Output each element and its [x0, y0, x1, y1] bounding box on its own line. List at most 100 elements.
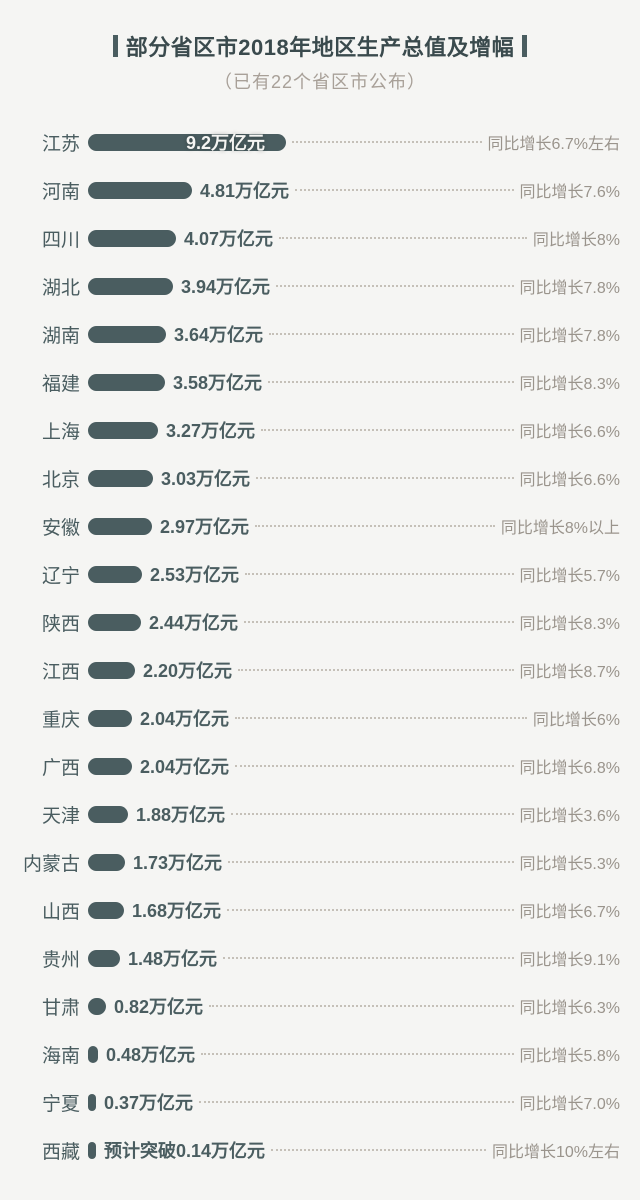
dotted-leader	[279, 237, 527, 239]
province-label: 福建	[20, 369, 88, 396]
bar-area	[88, 406, 158, 454]
gdp-value: 2.04万亿元	[132, 705, 229, 731]
gdp-bar	[88, 806, 128, 823]
gdp-bar	[88, 566, 142, 583]
gdp-value: 2.53万亿元	[142, 561, 239, 587]
dotted-leader	[209, 1005, 513, 1007]
province-label: 甘肃	[20, 993, 88, 1020]
chart-row: 湖南3.64万亿元同比增长7.8%	[20, 310, 620, 358]
province-label: 贵州	[20, 945, 88, 972]
province-label: 辽宁	[20, 561, 88, 588]
gdp-bar	[88, 518, 152, 535]
growth-label: 同比增长10%左右	[492, 1138, 620, 1162]
gdp-value: 1.73万亿元	[125, 849, 222, 875]
dotted-leader	[223, 957, 513, 959]
dotted-leader	[271, 1149, 486, 1151]
bar-area	[88, 1030, 98, 1078]
dotted-leader	[292, 141, 482, 143]
growth-label: 同比增长6.7%左右	[488, 130, 620, 154]
bar-area	[88, 742, 132, 790]
growth-label: 同比增长5.3%	[520, 850, 620, 874]
province-label: 广西	[20, 753, 88, 780]
bar-area	[88, 310, 166, 358]
province-label: 四川	[20, 225, 88, 252]
growth-label: 同比增长6%	[533, 706, 620, 730]
chart-row: 甘肃 0.82万亿元 同比增长6.3%	[20, 982, 620, 1030]
province-label: 山西	[20, 897, 88, 924]
bar-area	[88, 358, 165, 406]
chart-row: 湖北3.94万亿元同比增长7.8%	[20, 262, 620, 310]
bar-area	[88, 550, 142, 598]
chart-row: 山西1.68万亿元同比增长6.7%	[20, 886, 620, 934]
growth-label: 同比增长7.8%	[520, 274, 620, 298]
gdp-value: 2.20万亿元	[135, 657, 232, 683]
dotted-leader	[245, 573, 513, 575]
gdp-value: 3.27万亿元	[158, 417, 255, 443]
province-label: 河南	[20, 177, 88, 204]
province-label: 湖北	[20, 273, 88, 300]
province-label: 北京	[20, 465, 88, 492]
gdp-bar	[88, 230, 176, 247]
gdp-value: 2.44万亿元	[141, 609, 238, 635]
province-label: 陕西	[20, 609, 88, 636]
dotted-leader	[268, 381, 513, 383]
gdp-bar	[88, 1142, 96, 1159]
dotted-leader	[199, 1101, 513, 1103]
gdp-value: 2.97万亿元	[152, 513, 249, 539]
gdp-value: 0.82万亿元	[106, 993, 203, 1019]
gdp-bar	[88, 662, 135, 679]
chart-row: 福建3.58万亿元同比增长8.3%	[20, 358, 620, 406]
gdp-value: 4.81万亿元	[192, 177, 289, 203]
chart-row: 四川4.07万亿元同比增长8%	[20, 214, 620, 262]
dotted-leader	[255, 525, 495, 527]
growth-label: 同比增长9.1%	[520, 946, 620, 970]
dotted-leader	[269, 333, 513, 335]
gdp-bar	[88, 1094, 96, 1111]
bar-area	[88, 646, 135, 694]
chart-row: 广西2.04万亿元同比增长6.8%	[20, 742, 620, 790]
dotted-leader	[244, 621, 513, 623]
dotted-leader	[227, 909, 513, 911]
gdp-bar	[88, 278, 173, 295]
chart-row: 海南0.48万亿元同比增长5.8%	[20, 1030, 620, 1078]
growth-label: 同比增长7.0%	[520, 1090, 620, 1114]
bar-area	[88, 1126, 96, 1174]
growth-label: 同比增长8.7%	[520, 658, 620, 682]
chart-row: 安徽2.97万亿元同比增长8%以上	[20, 502, 620, 550]
dotted-leader	[201, 1053, 513, 1055]
chart-row: 贵州1.48万亿元同比增长9.1%	[20, 934, 620, 982]
gdp-value: 1.68万亿元	[124, 897, 221, 923]
gdp-bar-chart: 江苏9.2万亿元同比增长6.7%左右河南4.81万亿元同比增长7.6%四川4.0…	[20, 118, 620, 1174]
bar-area	[88, 262, 173, 310]
bar-area: 9.2万亿元	[88, 118, 286, 166]
gdp-bar	[88, 470, 153, 487]
growth-label: 同比增长6.6%	[520, 418, 620, 442]
province-label: 安徽	[20, 513, 88, 540]
gdp-bar	[88, 998, 106, 1015]
dotted-leader	[235, 765, 513, 767]
chart-header: 部分省区市2018年地区生产总值及增幅 （已有22个省区市公布）	[20, 30, 620, 94]
gdp-bar	[88, 710, 132, 727]
chart-row: 宁夏0.37万亿元同比增长7.0%	[20, 1078, 620, 1126]
bar-area	[88, 454, 153, 502]
gdp-value: 0.48万亿元	[98, 1041, 195, 1067]
dotted-leader	[235, 717, 527, 719]
dotted-leader	[256, 477, 513, 479]
title-row: 部分省区市2018年地区生产总值及增幅	[20, 30, 620, 62]
growth-label: 同比增长7.8%	[520, 322, 620, 346]
growth-label: 同比增长3.6%	[520, 802, 620, 826]
province-label: 宁夏	[20, 1089, 88, 1116]
title-accent-right	[522, 35, 527, 57]
gdp-bar	[88, 326, 166, 343]
chart-row: 江西 2.20万亿元 同比增长8.7%	[20, 646, 620, 694]
province-label: 江西	[20, 657, 88, 684]
chart-subtitle: （已有22个省区市公布）	[20, 68, 620, 94]
bar-area	[88, 1078, 96, 1126]
bar-area	[88, 598, 141, 646]
bar-area	[88, 886, 124, 934]
chart-row: 辽宁2.53万亿元同比增长5.7%	[20, 550, 620, 598]
gdp-value: 预计突破0.14万亿元	[96, 1137, 265, 1163]
growth-label: 同比增长6.3%	[520, 994, 620, 1018]
gdp-value: 4.07万亿元	[176, 225, 273, 251]
gdp-bar	[88, 182, 192, 199]
